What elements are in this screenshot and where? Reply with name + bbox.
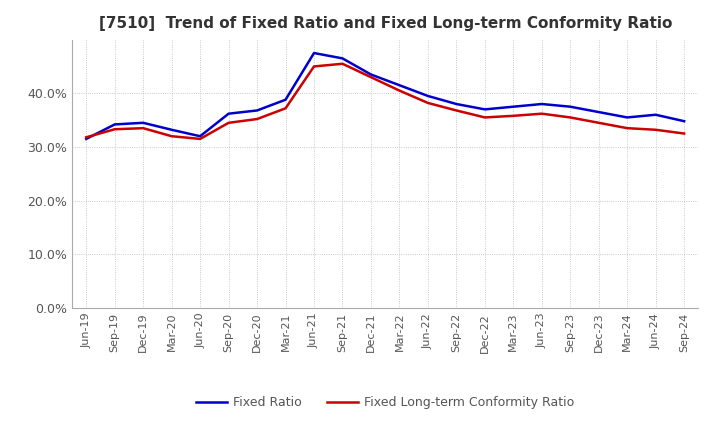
Fixed Ratio bbox=[680, 118, 688, 124]
Fixed Long-term Conformity Ratio bbox=[310, 64, 318, 69]
Fixed Ratio bbox=[366, 72, 375, 77]
Fixed Long-term Conformity Ratio bbox=[196, 136, 204, 142]
Fixed Ratio bbox=[423, 93, 432, 99]
Fixed Ratio bbox=[196, 134, 204, 139]
Fixed Long-term Conformity Ratio bbox=[366, 74, 375, 80]
Fixed Long-term Conformity Ratio bbox=[395, 88, 404, 93]
Fixed Ratio bbox=[652, 112, 660, 117]
Fixed Long-term Conformity Ratio bbox=[652, 127, 660, 132]
Fixed Ratio bbox=[566, 104, 575, 109]
Line: Fixed Long-term Conformity Ratio: Fixed Long-term Conformity Ratio bbox=[86, 64, 684, 139]
Fixed Long-term Conformity Ratio bbox=[338, 61, 347, 66]
Fixed Long-term Conformity Ratio bbox=[537, 111, 546, 116]
Fixed Ratio bbox=[253, 108, 261, 113]
Title: [7510]  Trend of Fixed Ratio and Fixed Long-term Conformity Ratio: [7510] Trend of Fixed Ratio and Fixed Lo… bbox=[99, 16, 672, 32]
Fixed Ratio bbox=[338, 56, 347, 61]
Legend: Fixed Ratio, Fixed Long-term Conformity Ratio: Fixed Ratio, Fixed Long-term Conformity … bbox=[191, 392, 580, 414]
Fixed Ratio bbox=[595, 110, 603, 115]
Fixed Ratio bbox=[139, 120, 148, 125]
Fixed Long-term Conformity Ratio bbox=[452, 108, 461, 113]
Fixed Long-term Conformity Ratio bbox=[282, 106, 290, 111]
Fixed Ratio bbox=[282, 97, 290, 103]
Fixed Long-term Conformity Ratio bbox=[82, 135, 91, 140]
Fixed Ratio bbox=[395, 83, 404, 88]
Fixed Long-term Conformity Ratio bbox=[423, 100, 432, 106]
Fixed Ratio bbox=[623, 115, 631, 120]
Fixed Ratio bbox=[110, 122, 119, 127]
Fixed Long-term Conformity Ratio bbox=[253, 117, 261, 122]
Fixed Long-term Conformity Ratio bbox=[680, 131, 688, 136]
Fixed Ratio bbox=[509, 104, 518, 109]
Fixed Ratio bbox=[310, 50, 318, 55]
Fixed Ratio bbox=[452, 101, 461, 106]
Fixed Ratio bbox=[82, 136, 91, 142]
Fixed Ratio bbox=[225, 111, 233, 116]
Fixed Long-term Conformity Ratio bbox=[623, 125, 631, 131]
Fixed Long-term Conformity Ratio bbox=[566, 115, 575, 120]
Fixed Long-term Conformity Ratio bbox=[509, 113, 518, 118]
Fixed Long-term Conformity Ratio bbox=[139, 125, 148, 131]
Fixed Long-term Conformity Ratio bbox=[595, 120, 603, 125]
Line: Fixed Ratio: Fixed Ratio bbox=[86, 53, 684, 139]
Fixed Ratio bbox=[537, 101, 546, 106]
Fixed Long-term Conformity Ratio bbox=[167, 134, 176, 139]
Fixed Ratio bbox=[167, 127, 176, 132]
Fixed Long-term Conformity Ratio bbox=[225, 120, 233, 125]
Fixed Long-term Conformity Ratio bbox=[480, 115, 489, 120]
Fixed Ratio bbox=[480, 107, 489, 112]
Fixed Long-term Conformity Ratio bbox=[110, 127, 119, 132]
